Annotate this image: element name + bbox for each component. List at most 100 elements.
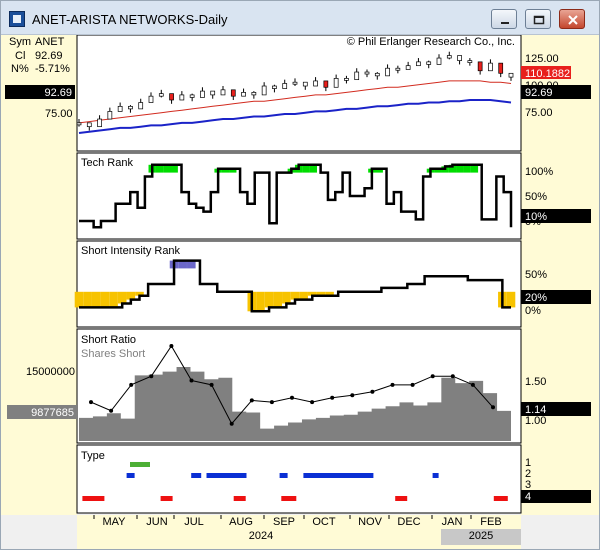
price-candle [374, 72, 380, 77]
type-tick-1: 1 [525, 457, 531, 469]
tech-rank-chart [79, 163, 513, 229]
tech-rank-high-fill [221, 168, 230, 173]
year-2025: 2025 [469, 530, 493, 542]
short-ratio-point [310, 400, 315, 405]
close-button[interactable] [559, 9, 585, 29]
type-marker [281, 496, 297, 501]
month-label: MAY [102, 516, 126, 528]
sir-tick-50: 50% [525, 269, 547, 281]
type-tick-3: 3 [525, 479, 531, 491]
month-label: JAN [442, 516, 463, 528]
tech-rank-high-fill [463, 164, 471, 173]
month-label: NOV [358, 516, 383, 528]
sr-tick-100: 1.00 [525, 415, 546, 427]
sir-high-fill [178, 260, 187, 269]
month-label: JUN [146, 516, 167, 528]
type-marker [432, 473, 439, 478]
price-candle [128, 105, 133, 110]
price-candle [344, 78, 349, 81]
sir-low-fill [307, 291, 317, 296]
restore-button[interactable] [525, 9, 551, 29]
price-candle [76, 122, 82, 126]
price-candle [86, 122, 92, 128]
type-marker [493, 496, 508, 501]
short-intensity-title: Short Intensity Rank [81, 245, 181, 257]
type-title: Type [81, 450, 105, 462]
tech-rank-high-fill [229, 168, 237, 173]
copyright: © Phil Erlanger Research Co., Inc. [347, 36, 515, 48]
short-ratio-point [89, 400, 93, 405]
price-candle [251, 92, 257, 96]
type-tick-4: 4 [525, 491, 531, 503]
close-label: Cl [15, 50, 25, 62]
tech-rank-high-fill [375, 168, 383, 173]
minimize-button[interactable] [491, 9, 517, 29]
price-candle [488, 62, 493, 72]
short-ratio-tag: 1.14 [525, 404, 546, 416]
price-candle [169, 93, 174, 101]
sir-low-fill [282, 291, 291, 304]
price-candle [508, 72, 514, 78]
price-candle [189, 94, 195, 98]
restore-icon [533, 15, 545, 25]
tech-rank-high-fill [302, 164, 310, 173]
moving-average-red [78, 80, 512, 124]
sir-low-fill [83, 291, 92, 308]
price-candle [457, 55, 462, 61]
price-tag-left: 92.69 [44, 87, 72, 99]
short-ratio-point [229, 421, 234, 426]
short-ratio-point [450, 374, 455, 379]
price-candle [385, 67, 390, 77]
sir-low-fill [506, 291, 516, 308]
price-candle [179, 94, 185, 101]
month-label: DEC [397, 516, 420, 528]
tech-rank-high-fill [448, 164, 457, 173]
tech-rank-high-fill [309, 164, 318, 173]
price-candle [426, 61, 432, 65]
tech-tick-50: 50% [525, 191, 547, 203]
short-ratio-point [370, 389, 375, 394]
shares-short-tag: 9877685 [31, 407, 74, 419]
tech-rank-high-fill [456, 164, 464, 173]
price-candle [158, 93, 164, 97]
tech-rank-high-fill [163, 164, 171, 173]
price-candle [446, 55, 452, 59]
chart-area: Sym ANET Cl 92.69 N% -5.71% 92.69 © Phil… [1, 35, 599, 549]
type-marker [160, 496, 173, 501]
short-ratio-point [109, 408, 114, 413]
short-ratio-point [470, 382, 475, 387]
month-label: OCT [312, 516, 336, 528]
short-ratio-point [350, 393, 355, 398]
price-candle [467, 60, 473, 63]
price-candle [477, 61, 483, 72]
short-ratio-point [410, 382, 415, 387]
price-candle [261, 85, 267, 96]
tech-rank-high-fill [155, 164, 164, 173]
price-candle [498, 62, 504, 74]
short-ratio-point [491, 405, 495, 410]
sir-high-fill [187, 260, 196, 269]
short-ratio-point [149, 374, 154, 379]
type-marker [279, 473, 288, 478]
moving-average-blue [78, 99, 512, 134]
short-ratio-point [209, 382, 214, 387]
price-candle [405, 65, 411, 70]
type-tick-2: 2 [525, 468, 531, 480]
price-candle [272, 85, 277, 89]
year-2024: 2024 [249, 530, 273, 542]
sr-tick-150: 1.50 [525, 376, 546, 388]
price-chart [76, 51, 514, 134]
tech-rank-high-fill [470, 164, 479, 173]
tech-rank-title: Tech Rank [81, 157, 133, 169]
tech-rank-high-fill [434, 168, 442, 173]
type-marker [126, 473, 135, 478]
title-bar[interactable]: ANET-ARISTA NETWORKS-Daily [1, 1, 599, 35]
price-candle [354, 71, 360, 81]
sir-low-fill [316, 291, 326, 296]
tech-rank-tag: 10% [525, 211, 547, 223]
price-candle [292, 81, 298, 85]
price-tag-right: 92.69 [525, 87, 553, 99]
sir-tag: 20% [525, 292, 547, 304]
sir-low-fill [100, 291, 110, 308]
type-marker [206, 473, 247, 478]
